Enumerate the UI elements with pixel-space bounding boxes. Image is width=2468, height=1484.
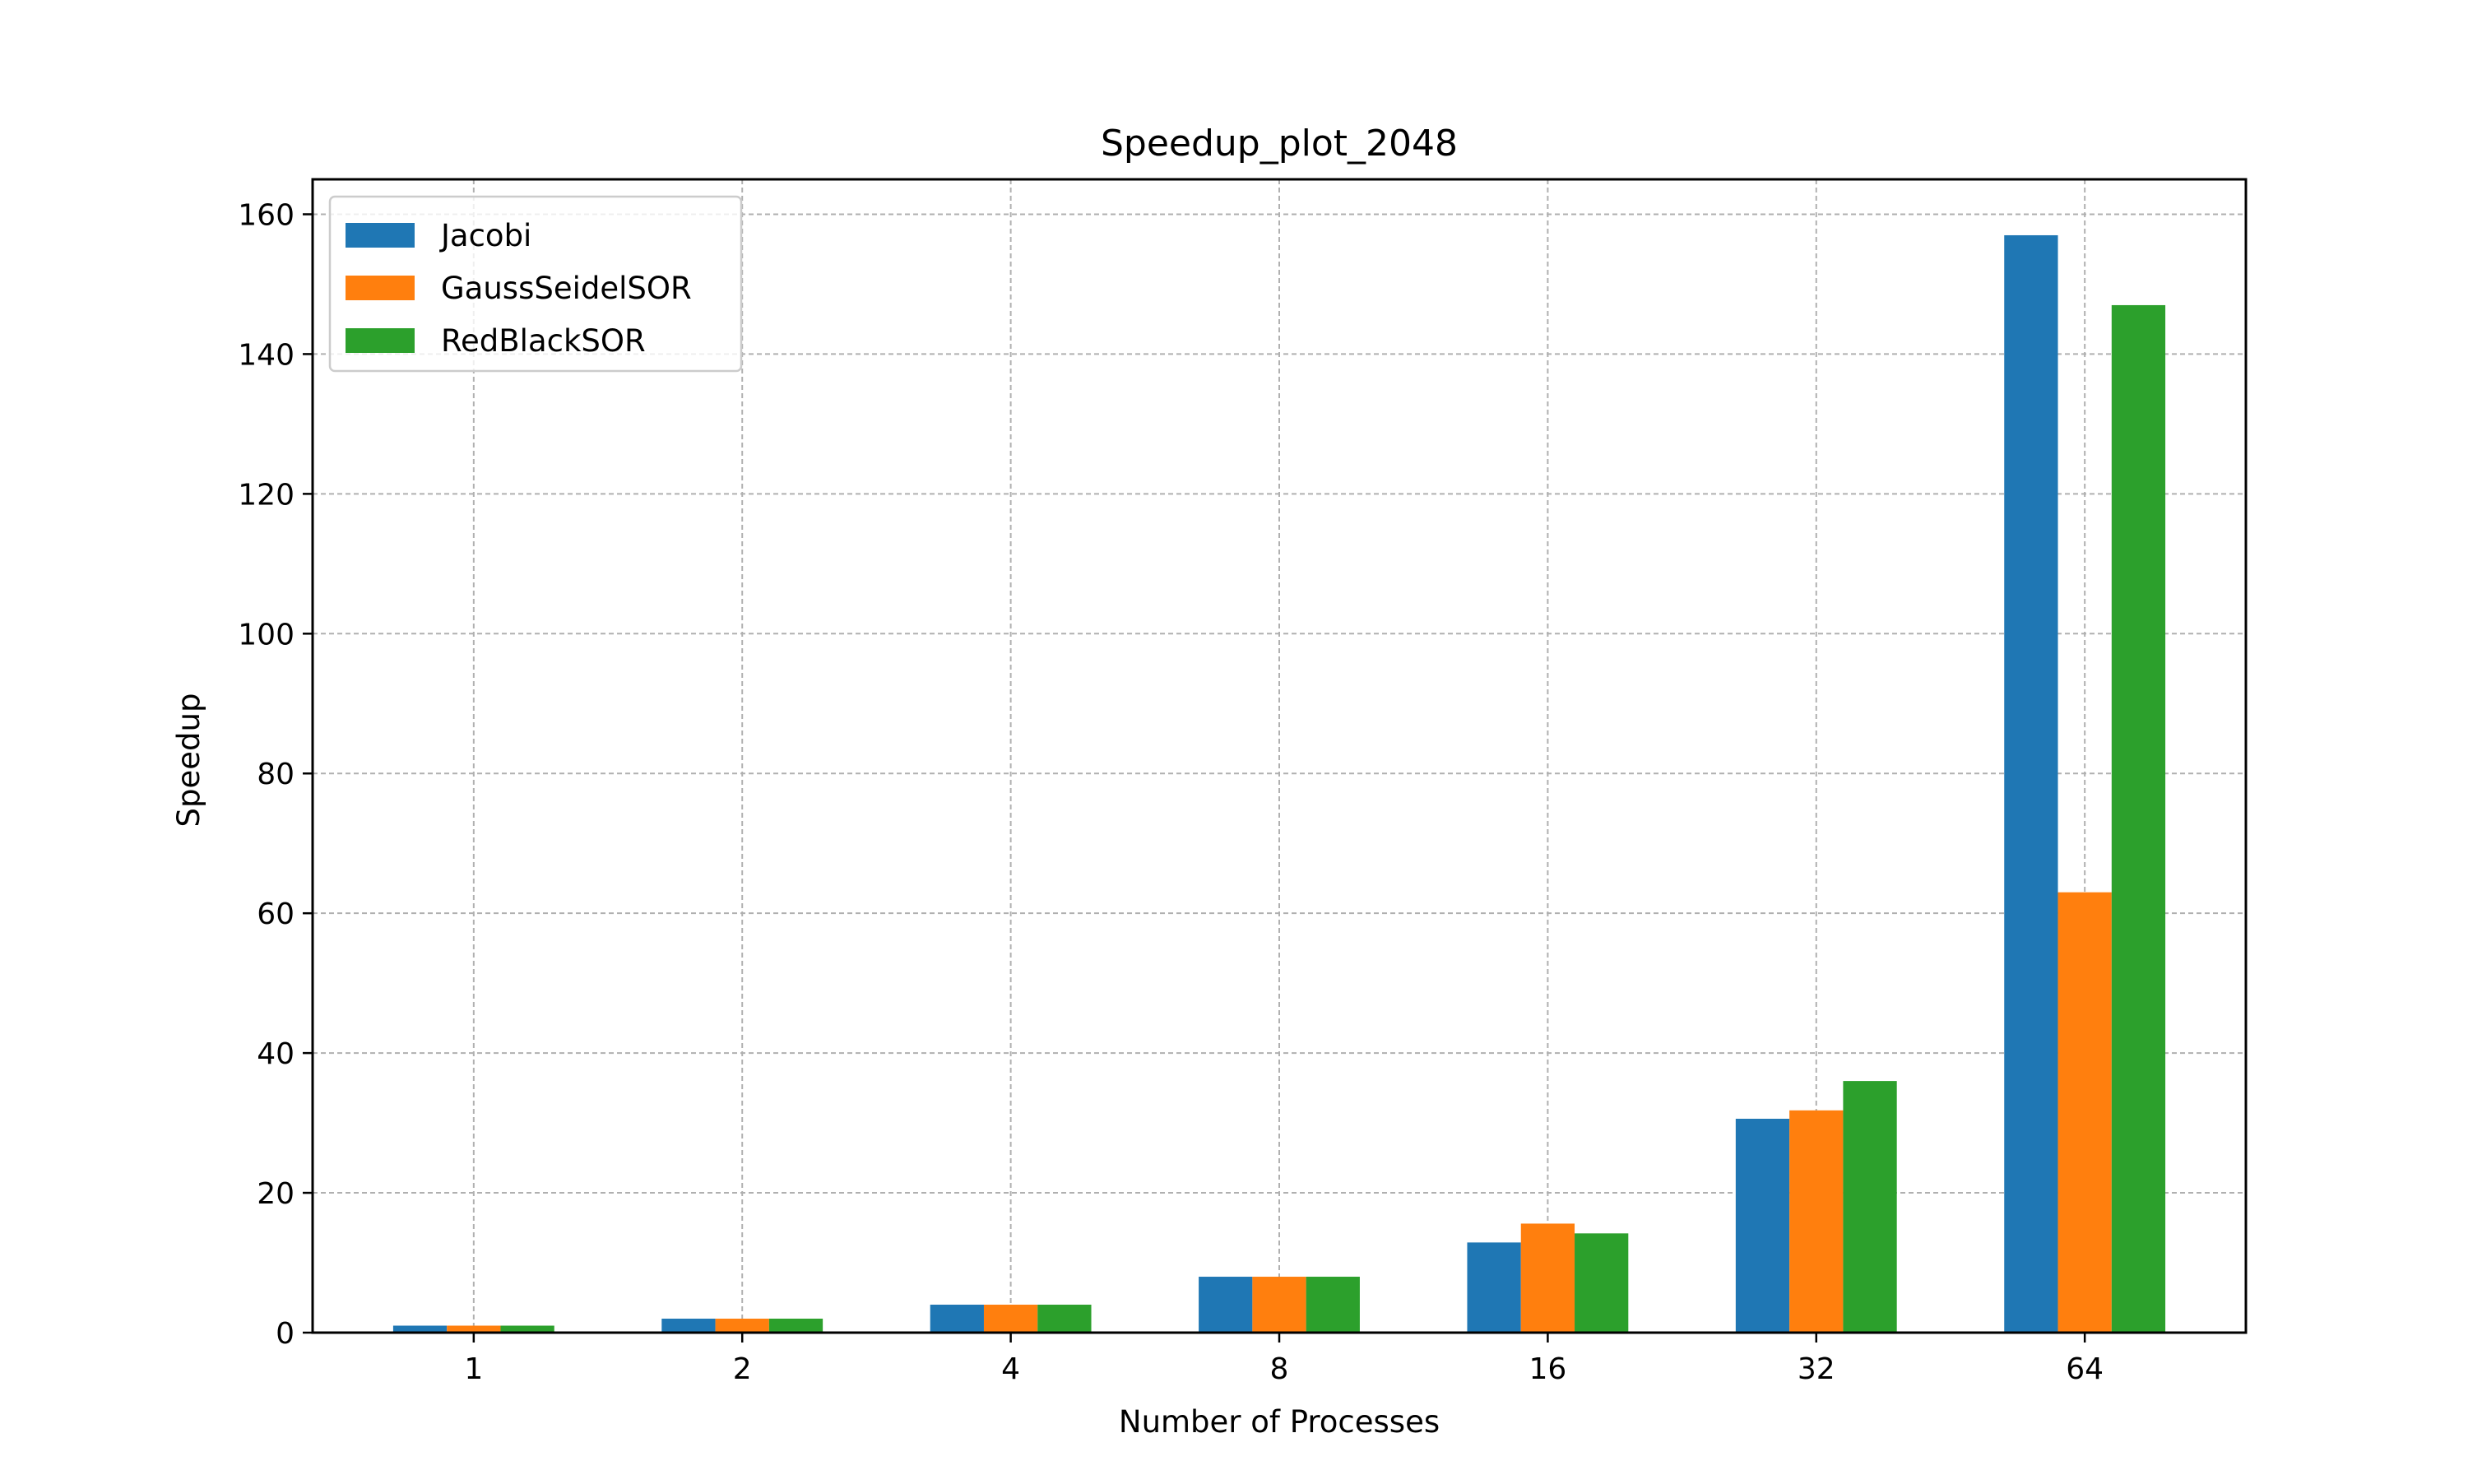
bar-redblacksor-4 bbox=[1037, 1305, 1092, 1333]
bar-redblacksor-64 bbox=[2111, 304, 2166, 1333]
bar-redblacksor-16 bbox=[1575, 1233, 1629, 1333]
y-axis-label: Speedup bbox=[171, 693, 206, 828]
y-tick-label: 140 bbox=[238, 338, 295, 372]
bar-jacobi-32 bbox=[1735, 1118, 1790, 1333]
bar-jacobi-4 bbox=[930, 1305, 984, 1333]
bar-redblacksor-32 bbox=[1843, 1081, 1897, 1333]
bar-jacobi-8 bbox=[1199, 1277, 1253, 1333]
bar-gaussseidelsor-1 bbox=[447, 1325, 501, 1333]
y-tick-label: 80 bbox=[257, 758, 295, 791]
legend-label-jacobi: Jacobi bbox=[439, 218, 531, 253]
legend-swatch-redblacksor bbox=[346, 328, 415, 353]
bar-jacobi-1 bbox=[392, 1325, 448, 1333]
bar-redblacksor-8 bbox=[1306, 1277, 1360, 1333]
x-tick-label: 8 bbox=[1270, 1352, 1289, 1386]
x-axis-label: Number of Processes bbox=[1119, 1404, 1440, 1440]
y-tick-label: 60 bbox=[257, 897, 295, 931]
bar-jacobi-64 bbox=[2004, 234, 2058, 1333]
y-tick-label: 20 bbox=[257, 1177, 295, 1211]
legend-swatch-jacobi bbox=[346, 223, 415, 248]
legend-swatch-gaussseidelsor bbox=[346, 276, 415, 300]
bar-jacobi-16 bbox=[1467, 1242, 1521, 1333]
bar-gaussseidelsor-2 bbox=[715, 1319, 769, 1333]
y-tick-label: 40 bbox=[257, 1037, 295, 1071]
chart-title: Speedup_plot_2048 bbox=[1101, 123, 1458, 165]
bar-redblacksor-1 bbox=[500, 1325, 554, 1333]
y-tick-label: 120 bbox=[238, 478, 295, 512]
bar-gaussseidelsor-16 bbox=[1520, 1223, 1575, 1333]
x-tick-label: 1 bbox=[464, 1352, 483, 1386]
x-tick-label: 2 bbox=[733, 1352, 752, 1386]
x-tick-label: 32 bbox=[1798, 1352, 1835, 1386]
bar-gaussseidelsor-8 bbox=[1252, 1277, 1306, 1333]
bar-jacobi-2 bbox=[661, 1319, 716, 1333]
bar-gaussseidelsor-64 bbox=[2057, 892, 2112, 1333]
y-tick-label: 100 bbox=[238, 618, 295, 652]
x-tick-label: 64 bbox=[2066, 1352, 2104, 1386]
bar-gaussseidelsor-32 bbox=[1789, 1110, 1844, 1333]
y-tick-label: 160 bbox=[238, 198, 295, 232]
y-tick-label: 0 bbox=[276, 1317, 295, 1351]
bar-gaussseidelsor-4 bbox=[983, 1305, 1038, 1333]
legend-label-gaussseidelsor: GaussSeidelSOR bbox=[441, 271, 692, 306]
bar-redblacksor-2 bbox=[768, 1319, 823, 1333]
legend-frame bbox=[328, 195, 743, 373]
x-tick-label: 16 bbox=[1529, 1352, 1566, 1386]
bars bbox=[392, 234, 2166, 1333]
x-tick-label: 4 bbox=[1001, 1352, 1020, 1386]
legend: Jacobi GaussSeidelSOR RedBlackSOR bbox=[328, 195, 743, 373]
legend-label-redblacksor: RedBlackSOR bbox=[441, 323, 646, 359]
axes: 0 20 40 60 80 100 120 140 160 1 2 4 8 16 32 64 bbox=[238, 178, 2248, 1386]
